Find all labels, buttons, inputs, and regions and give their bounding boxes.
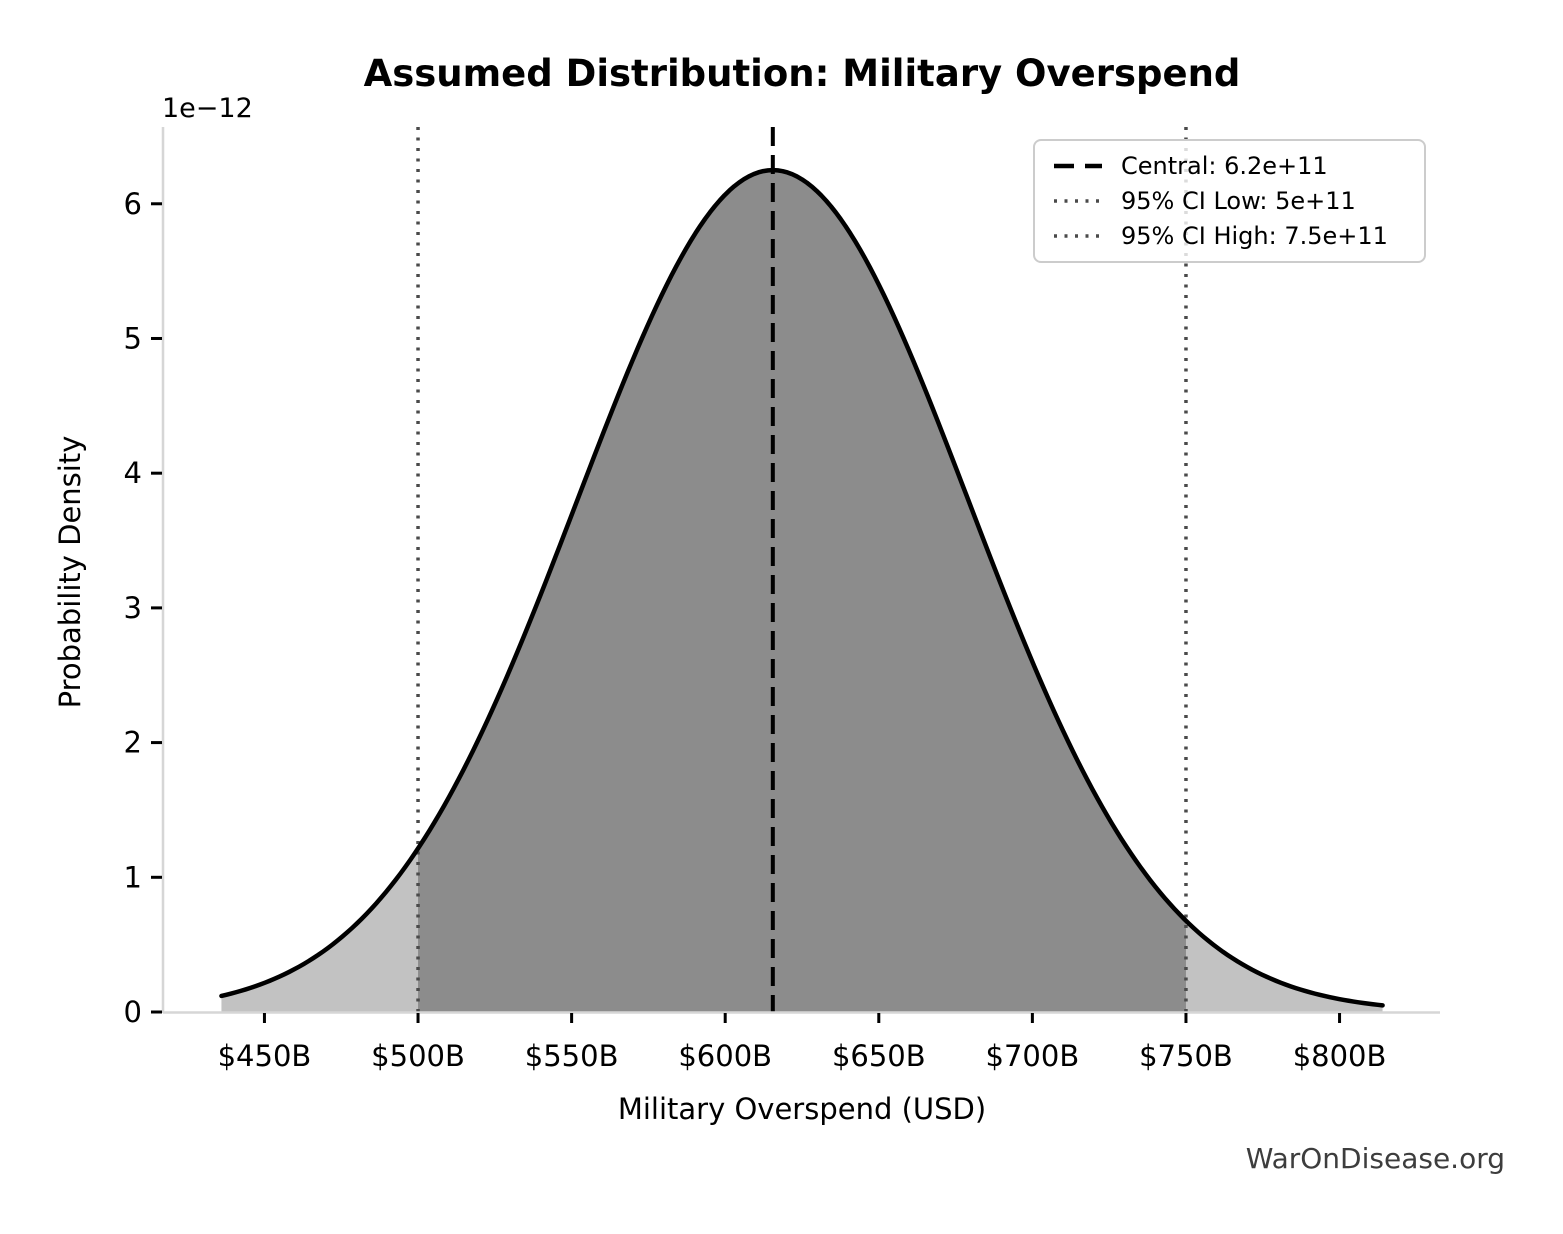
legend-label-ci-low: 95% CI Low: 5e+11 [1121, 186, 1356, 215]
y-tick-label: 1 [124, 860, 142, 894]
x-tick-label: $750B [1139, 1039, 1233, 1073]
legend-label-central: Central: 6.2e+11 [1121, 152, 1328, 181]
x-tick-label: $600B [678, 1039, 772, 1073]
ci-fill-area [418, 170, 1186, 1012]
dotted-line-sample-icon [1054, 199, 1102, 203]
y-tick-label: 4 [124, 456, 142, 490]
y-axis-offset-label: 1e−12 [162, 93, 253, 124]
y-tick-label: 5 [124, 321, 142, 355]
legend-entry-ci-low: 95% CI Low: 5e+11 [1053, 187, 1406, 215]
chart-title: Assumed Distribution: Military Overspend [363, 52, 1241, 95]
legend-entry-ci-high: 95% CI High: 7.5e+11 [1053, 222, 1406, 250]
legend-label-ci-high: 95% CI High: 7.5e+11 [1121, 221, 1388, 250]
legend-entry-central: Central: 6.2e+11 [1053, 152, 1406, 180]
density-curve [219, 167, 1385, 1008]
dotted-line-sample-icon [1054, 233, 1102, 238]
x-tick-label: $450B [218, 1039, 312, 1073]
y-tick-label: 2 [124, 726, 142, 760]
y-axis-label: Probability Density [53, 435, 87, 709]
watermark: WarOnDisease.org [1245, 1142, 1505, 1175]
y-tick-label: 3 [124, 591, 142, 625]
dashed-line-sample-icon [1054, 164, 1102, 169]
x-tick-label: $500B [371, 1039, 465, 1073]
y-tick-label: 6 [124, 187, 142, 221]
x-axis-label: Military Overspend (USD) [617, 1092, 987, 1126]
x-tick-label: $550B [525, 1039, 619, 1073]
legend: Central: 6.2e+11 95% CI Low: 5e+11 95% C… [1033, 139, 1426, 263]
x-tick-label: $650B [832, 1039, 926, 1073]
y-tick-label: 0 [124, 995, 142, 1029]
x-tick-label: $700B [986, 1039, 1080, 1073]
x-tick-label: $800B [1293, 1039, 1387, 1073]
